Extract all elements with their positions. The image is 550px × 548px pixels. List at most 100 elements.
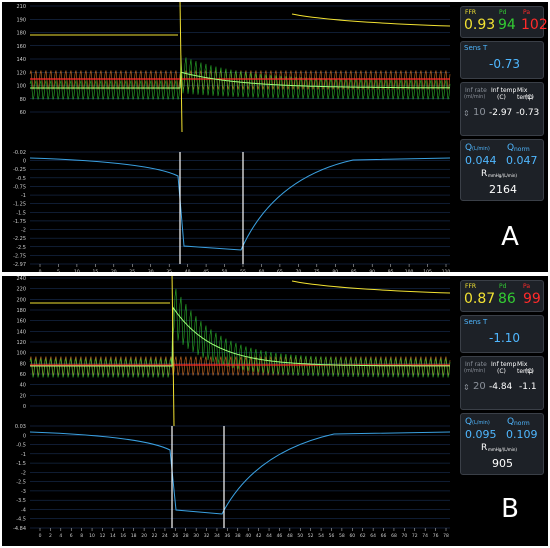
r-label: R xyxy=(481,443,488,453)
inf-rate-value[interactable]: 10 xyxy=(473,107,486,118)
time-tick-label: 54 xyxy=(318,533,324,539)
ffr-trend-after xyxy=(291,280,451,294)
r-unit: mmHg/(L/min) xyxy=(488,173,517,178)
ffr-trend-after xyxy=(291,13,451,27)
temperature-tick-label: -0.75 xyxy=(13,184,26,190)
time-tick-label: 4 xyxy=(59,533,62,539)
mix-temp-value: -0.73 xyxy=(516,108,540,118)
qnorm-label: Q xyxy=(507,143,515,153)
temperature-tick-label: -3.5 xyxy=(16,498,26,504)
inf-temp-unit: (C) xyxy=(497,368,506,375)
pressure-tick-label: 200 xyxy=(16,297,26,303)
infusion-box: Inf rate (ml/min) Inf temp (C) Mix temp … xyxy=(460,82,544,136)
temperature-tick-label: -4 xyxy=(21,507,26,513)
pressure-tick-label: 80 xyxy=(20,97,26,103)
time-tick-label: 36 xyxy=(225,533,231,539)
temperature-tick-label: -0.5 xyxy=(16,443,26,449)
injection-marker xyxy=(171,276,175,427)
qnorm-label: Q xyxy=(507,417,515,427)
inf-temp-value: -4.84 xyxy=(489,382,513,392)
pa-value: 99 xyxy=(523,291,541,307)
temperature-tick-label: -0.02 xyxy=(13,150,26,156)
temperature-tick-label: -4.84 xyxy=(13,526,26,532)
time-tick-label: 90 xyxy=(369,269,375,272)
inf-temp-value: -2.97 xyxy=(489,108,513,118)
time-tick-label: 42 xyxy=(256,533,262,539)
inf-rate-unit: (ml/min) xyxy=(464,368,486,374)
pressure-tick-label: 120 xyxy=(16,340,26,346)
time-tick-label: 60 xyxy=(349,533,355,539)
temperature-tick-label: -1.75 xyxy=(13,219,26,225)
pd-value: 94 xyxy=(498,17,516,33)
time-tick-label: 64 xyxy=(370,533,376,539)
pressure-tick-label: 190 xyxy=(16,17,26,23)
time-tick-label: 24 xyxy=(162,533,168,539)
inf-rate-label: Inf rate xyxy=(465,87,487,94)
time-tick-label: 105 xyxy=(423,269,432,272)
ffr-value: 0.93 xyxy=(464,17,496,33)
pressure-tick-label: 100 xyxy=(16,84,26,90)
time-tick-label: 85 xyxy=(351,269,357,272)
time-tick-label: 2 xyxy=(49,533,52,539)
q-unit: (L/min) xyxy=(472,146,490,152)
time-tick-label: 50 xyxy=(222,269,228,272)
stepper-arrows-icon[interactable]: ⇕ xyxy=(463,109,470,118)
pa-label: Pa xyxy=(523,283,531,290)
time-tick-label: 68 xyxy=(391,533,397,539)
pressure-temperature-plot-a: 210 190 180 160 140 120 100 80 60 -0.02 0 -0.25 -0.5… xyxy=(2,2,457,272)
temperature-tick-label: -0.5 xyxy=(16,176,26,182)
temperature-tick-label: -1.5 xyxy=(16,210,26,216)
q-value: 0.044 xyxy=(465,154,497,167)
pressure-tick-label: 180 xyxy=(16,31,26,37)
time-tick-label: 30 xyxy=(193,533,199,539)
sens-t-box: Sens T -0.73 xyxy=(460,41,544,79)
pa-waveform xyxy=(29,356,451,376)
time-tick-label: 70 xyxy=(401,533,407,539)
inf-rate-value[interactable]: 20 xyxy=(473,381,486,392)
ffr-readout-box: FFR Pd Pa 0.93 94 102 xyxy=(460,6,548,38)
time-tick-label: 22 xyxy=(152,533,158,539)
pressure-tick-label: 160 xyxy=(16,319,26,325)
time-tick-label: 58 xyxy=(339,533,345,539)
time-tick-label: 45 xyxy=(203,269,209,272)
pd-label: Pd xyxy=(499,9,507,16)
pressure-tick-label: 60 xyxy=(20,110,26,116)
time-tick-label: 14 xyxy=(110,533,116,539)
sens-t-label: Sens T xyxy=(464,318,488,326)
time-tick-label: 38 xyxy=(235,533,241,539)
sens-t-label: Sens T xyxy=(464,44,488,52)
ffr-readout-box: FFR Pd Pa 0.87 86 99 xyxy=(460,280,544,312)
pd-value: 86 xyxy=(498,291,516,307)
stepper-arrows-icon[interactable]: ⇕ xyxy=(463,383,470,392)
r-unit: mmHg/(L/min) xyxy=(488,447,517,452)
time-tick-label: 34 xyxy=(214,533,220,539)
time-tick-label: 48 xyxy=(287,533,293,539)
pressure-tick-label: 80 xyxy=(20,361,26,367)
temperature-tick-label: -3 xyxy=(21,489,26,495)
flow-resistance-box: Q (L/min) Q norm 0.095 0.109 R mmHg/(L/m… xyxy=(460,413,544,475)
pressure-tick-label: 240 xyxy=(16,276,26,282)
time-tick-label: 5 xyxy=(57,269,60,272)
time-tick-label: 16 xyxy=(120,533,126,539)
ffr-value: 0.87 xyxy=(464,291,496,307)
pressure-tick-label: 210 xyxy=(16,4,26,10)
infusion-box: Inf rate (ml/min) Inf temp (C) Mix temp … xyxy=(460,356,544,410)
temperature-tick-label: 0 xyxy=(23,159,26,165)
time-tick-label: 66 xyxy=(381,533,387,539)
time-tick-label: 0 xyxy=(39,269,42,272)
mix-temp-value: -1.1 xyxy=(519,382,537,392)
q-label: Q xyxy=(465,417,473,427)
time-tick-label: 30 xyxy=(148,269,154,272)
inf-rate-unit: (ml/min) xyxy=(464,94,486,100)
pd-label: Pd xyxy=(499,283,507,290)
time-tick-label: 65 xyxy=(277,269,283,272)
q-value: 0.095 xyxy=(465,428,497,441)
time-tick-label: 75 xyxy=(314,269,320,272)
time-tick-label: 18 xyxy=(131,533,137,539)
pressure-tick-label: 0 xyxy=(23,404,26,410)
temperature-tick-label: -4.5 xyxy=(16,517,26,523)
temperature-tick-label: -1.5 xyxy=(16,461,26,467)
pd-mean-line xyxy=(30,71,450,89)
time-tick-label: 40 xyxy=(185,269,191,272)
inf-temp-label: Inf temp xyxy=(491,87,517,94)
